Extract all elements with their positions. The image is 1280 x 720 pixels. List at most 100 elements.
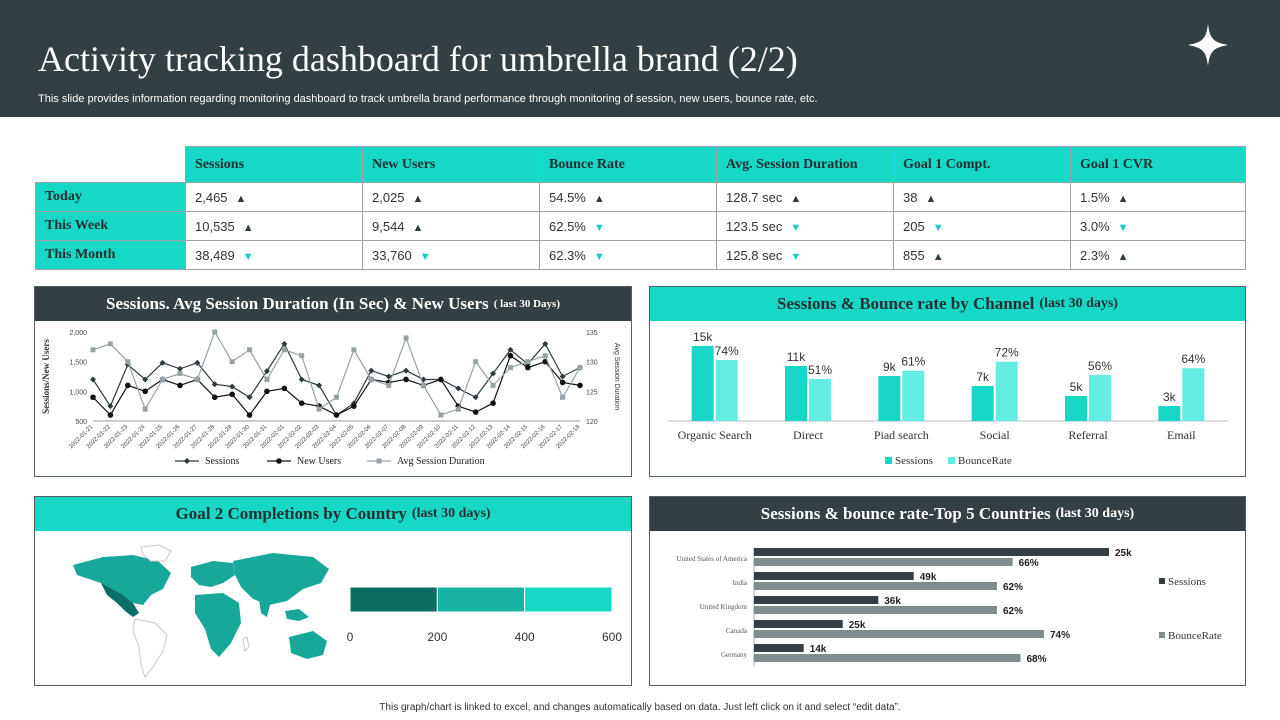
data-point	[403, 335, 409, 341]
sessions-bar	[971, 386, 994, 421]
data-point	[560, 394, 566, 400]
kpi-row: Today 2,465 ▲ 2,025 ▲ 54.5% ▲ 128.7 sec ▲ 38 ▲ 1.5%…	[35, 182, 1246, 212]
kpi-row-label: This Week	[35, 211, 186, 241]
sessions-bar	[754, 572, 914, 580]
kpi-value: 1.5%	[1080, 189, 1110, 205]
kpi-cell: 10,535 ▲	[185, 211, 363, 241]
data-point	[316, 382, 323, 389]
map-madagascar	[242, 636, 250, 653]
map-sea-islands	[285, 609, 309, 621]
data-point	[264, 376, 270, 382]
kpi-cell: 2.3% ▲	[1070, 240, 1246, 270]
data-point	[211, 394, 218, 401]
bouncerate-bar	[995, 361, 1018, 421]
bouncerate-data-label: 51%	[808, 363, 832, 377]
trend-up-icon: ▲	[235, 192, 247, 205]
trend-up-icon: ▲	[932, 250, 944, 263]
data-point	[124, 382, 131, 389]
panel-title: Sessions & Bounce rate by Channel (last 3…	[650, 287, 1245, 321]
kpi-value: 2,465	[195, 189, 228, 205]
kpi-value: 123.5 sec	[726, 218, 783, 234]
kpi-table: Sessions New Users Bounce Rate Avg. Sess…	[35, 146, 1246, 270]
bouncerate-bar	[1089, 374, 1111, 421]
map-south-america	[132, 618, 168, 679]
bouncerate-bar	[754, 558, 1013, 566]
data-point	[542, 340, 549, 347]
footnote: This graph/chart is linked to excel, and…	[379, 702, 901, 713]
category-label: Germany	[721, 651, 748, 659]
kpi-cell: 38 ▲	[893, 182, 1071, 212]
map-asia	[233, 553, 329, 605]
data-point	[559, 373, 566, 380]
trend-up-icon: ▲	[1117, 250, 1129, 263]
trend-down-icon: ▼	[790, 221, 802, 234]
data-point	[90, 394, 96, 401]
data-point	[107, 403, 114, 410]
bouncerate-bar	[715, 360, 738, 421]
bouncerate-bar	[754, 654, 1021, 662]
data-point	[160, 376, 166, 382]
trend-up-icon: ▲	[412, 192, 424, 205]
data-point	[298, 400, 305, 406]
bouncerate-data-label: 62%	[1003, 606, 1023, 617]
kpi-value: 38	[903, 189, 918, 205]
trend-down-icon: ▼	[242, 250, 254, 263]
data-point	[507, 352, 514, 359]
bouncerate-data-label: 74%	[1050, 630, 1070, 641]
data-point	[194, 376, 200, 382]
category-label: Email	[1167, 428, 1196, 442]
trend-up-icon: ▲	[925, 192, 937, 205]
data-point	[577, 382, 583, 389]
data-point	[490, 382, 496, 388]
legend-swatch	[948, 457, 955, 464]
sessions-bar	[754, 620, 843, 628]
legend-label: Sessions	[895, 455, 933, 467]
map-greenland	[140, 544, 172, 562]
kpi-cell: 38,489 ▼	[185, 240, 363, 270]
sessions-data-label: 5k	[1070, 380, 1084, 394]
y2-tick-label: 130	[586, 360, 598, 367]
data-point	[316, 406, 322, 412]
kpi-value: 205	[903, 218, 925, 234]
legend-label: Sessions	[1168, 576, 1206, 588]
trend-down-icon: ▼	[790, 250, 802, 263]
y2-tick-label: 125	[586, 389, 598, 396]
data-point	[559, 379, 566, 386]
x-tick-label: 0	[347, 630, 354, 644]
legend-label: New Users	[297, 456, 341, 467]
kpi-cell: 3.0% ▼	[1070, 211, 1246, 241]
sessions-data-label: 7k	[976, 370, 990, 384]
y2-axis-label: Avg Session Duration	[613, 343, 620, 410]
data-point	[176, 365, 183, 372]
data-point	[107, 341, 113, 347]
kpi-cell: 2,465 ▲	[185, 182, 363, 212]
trend-up-icon: ▲	[242, 221, 254, 234]
data-point	[350, 400, 357, 407]
header-banner: Activity tracking dashboard for umbrella…	[0, 0, 1280, 117]
goal2-segment	[349, 586, 438, 613]
y2-tick-label: 120	[586, 419, 598, 426]
category-label: United States of America	[676, 555, 747, 563]
kpi-value: 855	[903, 247, 925, 263]
sessions-bar	[1158, 406, 1181, 421]
data-point	[177, 382, 183, 389]
kpi-value: 9,544	[372, 218, 405, 234]
sessions-data-label: 36k	[884, 596, 901, 607]
kpi-row: This Week 10,535 ▲ 9,544 ▲ 62.5% ▼ 123.5 sec ▼ 20…	[35, 211, 1246, 241]
data-point	[438, 376, 444, 383]
data-point	[472, 394, 479, 401]
data-point	[177, 371, 183, 377]
kpi-col-header: Goal 1 Compt.	[893, 146, 1071, 183]
x-tick-label: 600	[602, 630, 622, 644]
kpi-col-header: Goal 1 CVR	[1070, 146, 1246, 183]
kpi-cell: 1.5% ▲	[1070, 182, 1246, 212]
data-point	[142, 376, 149, 383]
kpi-value: 62.3%	[549, 247, 586, 263]
page-subtitle: This slide provides information regardin…	[38, 93, 818, 105]
legend-swatch	[885, 457, 892, 464]
data-point	[194, 359, 201, 366]
kpi-header-row: Sessions New Users Bounce Rate Avg. Sess…	[35, 146, 1246, 183]
sessions-bar	[878, 376, 901, 421]
kpi-col-header: Avg. Session Duration	[716, 146, 894, 183]
sessions-bar	[754, 644, 804, 652]
